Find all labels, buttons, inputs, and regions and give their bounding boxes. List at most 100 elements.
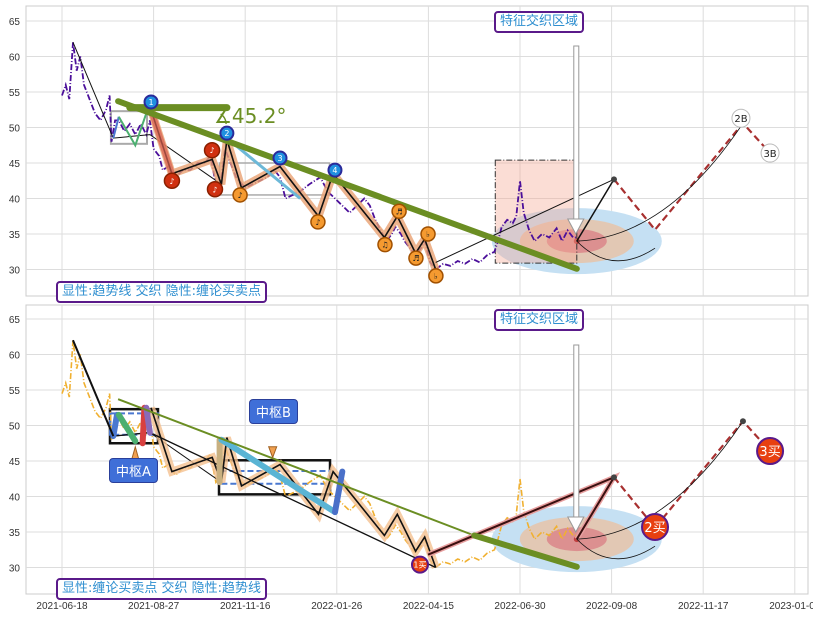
zhongshu-segment bbox=[110, 411, 120, 440]
buy-point-glyph: ♪ bbox=[315, 218, 320, 227]
projection-curve bbox=[576, 123, 744, 242]
stroke-number-marker bbox=[272, 150, 288, 166]
zhongshu-segment bbox=[218, 436, 338, 516]
projection-dashed-line bbox=[613, 419, 771, 530]
zhongshu-b-label: 中枢B bbox=[249, 399, 298, 424]
sell-point-glyph: ♪ bbox=[169, 177, 174, 186]
x-tick-label: 2022-01-26 bbox=[311, 601, 363, 612]
y-tick-label: 30 bbox=[9, 266, 21, 277]
zhongshu-segment bbox=[139, 404, 148, 447]
buy-point-label: 2买 bbox=[644, 521, 665, 536]
stroke-green bbox=[117, 112, 148, 148]
angle-label: ∡45.2° bbox=[214, 104, 287, 128]
y-tick-label: 40 bbox=[9, 493, 21, 504]
buy-point-circle bbox=[641, 513, 670, 542]
zhongshu-segment bbox=[332, 468, 346, 516]
stroke-number-label: 3 bbox=[277, 154, 282, 163]
pivot-box-small bbox=[109, 110, 149, 145]
sell-point-marker bbox=[203, 141, 221, 159]
y-tick-label: 30 bbox=[9, 564, 21, 575]
y-tick-label: 40 bbox=[9, 195, 21, 206]
buy-point-glyph: ♬ bbox=[396, 207, 403, 216]
bi-stroke-line bbox=[150, 109, 437, 270]
thin-trend-line bbox=[117, 398, 475, 537]
buy-point-glyph: ♪ bbox=[238, 191, 243, 200]
buy-point-glyph: ♭ bbox=[426, 230, 430, 239]
stroke-number-label: 4 bbox=[332, 166, 337, 175]
buy-point-glyph: ♭ bbox=[434, 272, 438, 281]
projection-marker-label: 2B bbox=[734, 114, 747, 125]
stroke-number-marker bbox=[143, 94, 159, 110]
y-tick-label: 35 bbox=[9, 528, 21, 539]
projection-node bbox=[610, 176, 617, 183]
buy-point-glyph: ♫ bbox=[381, 241, 388, 250]
thin-stroke-line bbox=[72, 42, 222, 185]
sell-point-glyph: ♪ bbox=[209, 146, 214, 155]
projection-curve-lower bbox=[576, 240, 656, 262]
sell-point-glyph: ♪ bbox=[212, 185, 217, 194]
buy-point-label: 3买 bbox=[759, 445, 780, 460]
buy-point-marker bbox=[420, 226, 436, 242]
projection-node bbox=[610, 474, 617, 481]
projection-curve-lower bbox=[576, 538, 656, 560]
projection-marker-label: 3B bbox=[763, 149, 776, 160]
zhongshu-b-pointer bbox=[267, 446, 278, 459]
top-region-label: 特征交织区域 bbox=[494, 11, 585, 33]
y-tick-label: 50 bbox=[9, 422, 21, 433]
bottom-legend-label: 显性:缠论买卖点 交织 隐性:趋势线 bbox=[56, 578, 268, 600]
x-tick-label: 2021-08-27 bbox=[128, 601, 180, 612]
stroke-number-marker bbox=[327, 162, 343, 178]
projection-up-stroke bbox=[576, 178, 615, 242]
focus-region-box bbox=[494, 159, 578, 264]
down-arrow-head bbox=[566, 218, 585, 236]
down-arrow-head bbox=[566, 516, 585, 534]
x-tick-label: 2022-09-08 bbox=[586, 601, 638, 612]
down-arrow-shaft bbox=[573, 344, 580, 518]
stroke-blue bbox=[112, 116, 120, 139]
y-tick-label: 55 bbox=[9, 88, 21, 99]
x-tick-label: 2023-01-09 bbox=[769, 601, 813, 612]
projection-curve bbox=[576, 421, 744, 540]
y-tick-label: 65 bbox=[9, 315, 21, 326]
buy-point-marker bbox=[377, 236, 393, 253]
stroke-number-marker bbox=[219, 125, 235, 141]
first-down-stroke bbox=[72, 339, 115, 437]
buy-point-marker bbox=[391, 203, 407, 220]
projection-node bbox=[739, 418, 746, 425]
projection-marker bbox=[760, 143, 780, 163]
projection-marker bbox=[731, 108, 751, 128]
zhongshu-segment bbox=[143, 404, 153, 436]
y-tick-label: 50 bbox=[9, 124, 21, 135]
y-tick-label: 65 bbox=[9, 17, 21, 28]
x-tick-label: 2022-04-15 bbox=[403, 601, 455, 612]
y-tick-label: 35 bbox=[9, 230, 21, 241]
y-tick-label: 55 bbox=[9, 386, 21, 397]
buy-point-circle bbox=[410, 555, 429, 574]
x-tick-label: 2021-11-16 bbox=[220, 601, 271, 612]
x-tick-label: 2022-06-30 bbox=[494, 601, 546, 612]
x-tick-label: 2021-06-18 bbox=[36, 601, 88, 612]
buy-point-marker bbox=[310, 214, 326, 230]
stroke-number-label: 1 bbox=[148, 98, 153, 107]
bottom-region-label: 特征交织区域 bbox=[494, 309, 585, 331]
price-line bbox=[61, 340, 577, 569]
y-tick-label: 45 bbox=[9, 159, 21, 170]
sell-point-marker bbox=[206, 181, 224, 198]
stroke-number-label: 2 bbox=[224, 129, 229, 138]
down-stroke-red bbox=[148, 108, 175, 175]
trend-line bbox=[471, 532, 580, 570]
projection-dashed-line bbox=[613, 121, 771, 232]
connector-line bbox=[435, 178, 615, 263]
buy-point-marker bbox=[428, 268, 444, 284]
zhongshu-a-label: 中枢A bbox=[109, 458, 158, 483]
buy-point-label: 1买 bbox=[413, 561, 426, 570]
buy-point-glyph: ♬ bbox=[412, 254, 419, 263]
sell-point-marker bbox=[163, 172, 181, 189]
buy-point-marker bbox=[232, 187, 248, 203]
top-legend-label: 显性:趋势线 交织 隐性:缠论买卖点 bbox=[56, 281, 268, 303]
y-tick-label: 60 bbox=[9, 351, 21, 362]
zhongshu-segment bbox=[115, 411, 139, 445]
x-tick-label: 2022-11-17 bbox=[678, 601, 729, 612]
